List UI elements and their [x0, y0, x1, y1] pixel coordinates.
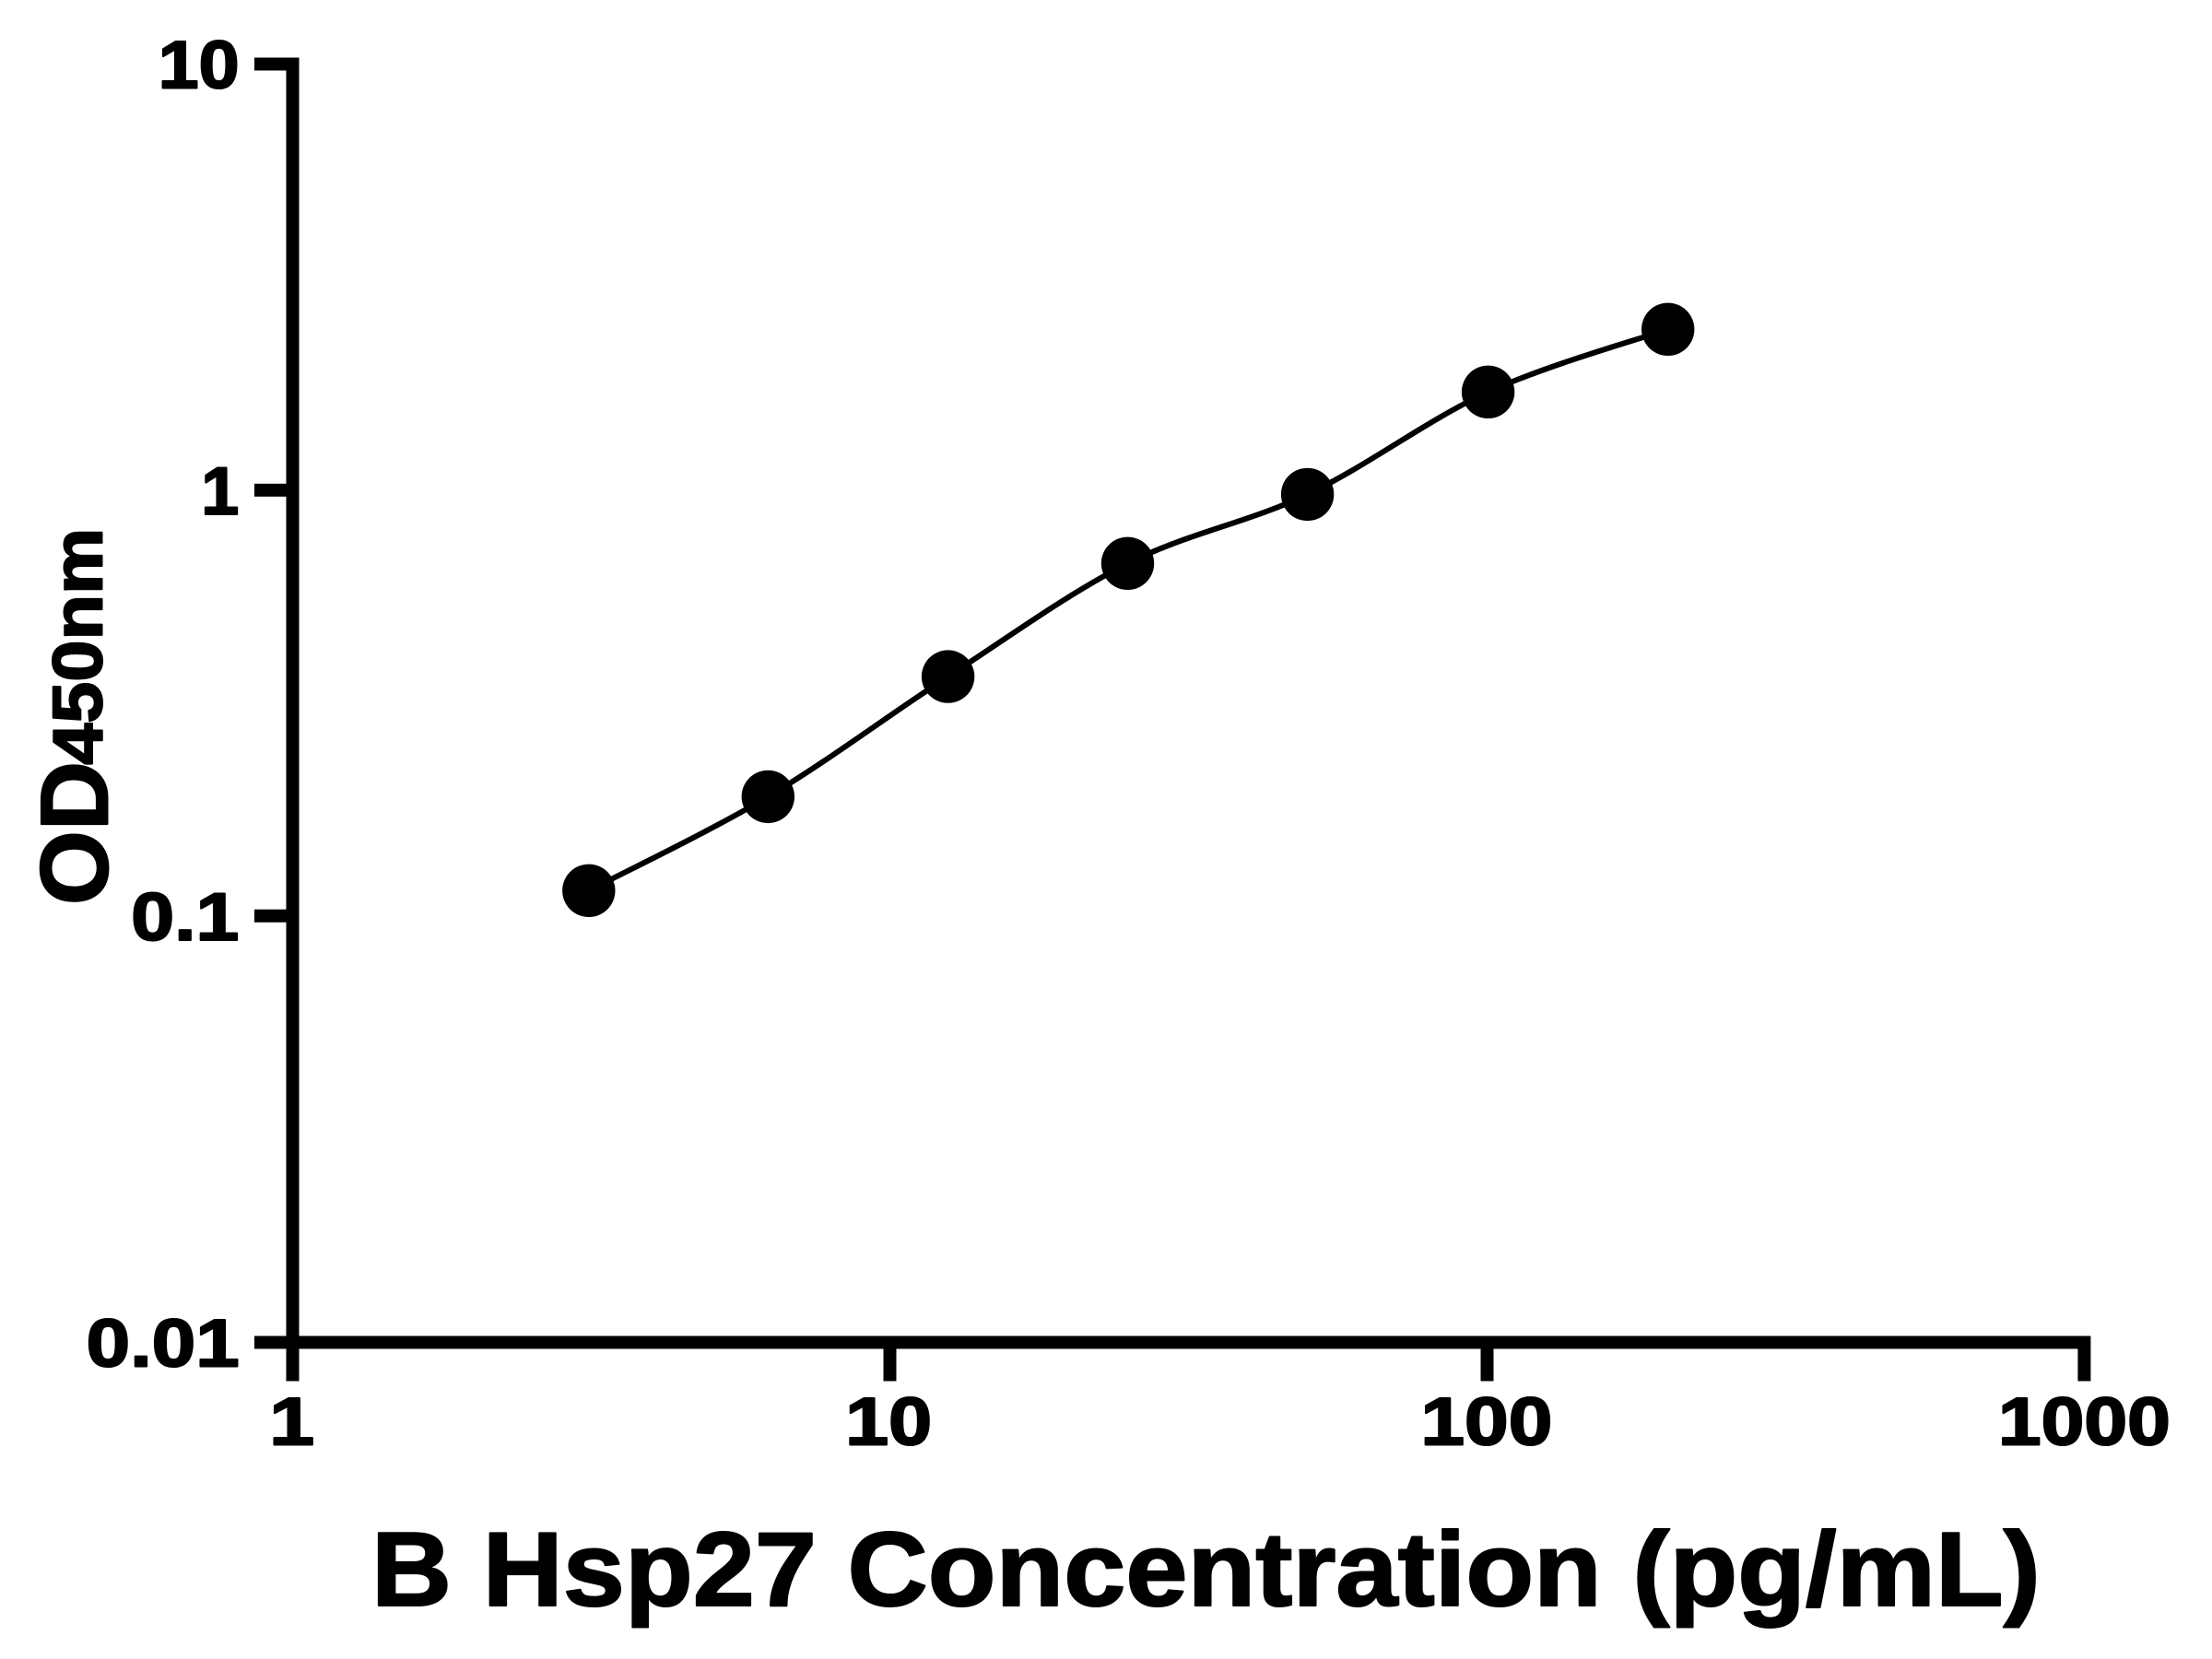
- svg-text:0.1: 0.1: [131, 880, 239, 955]
- svg-text:1: 1: [201, 454, 239, 529]
- svg-text:OD450nm: OD450nm: [21, 528, 128, 905]
- svg-text:100: 100: [1420, 1385, 1552, 1460]
- svg-text:B Hsp27 Concentration (pg/mL): B Hsp27 Concentration (pg/mL): [371, 1511, 2041, 1629]
- svg-text:10: 10: [159, 29, 240, 103]
- svg-text:1000: 1000: [1998, 1385, 2171, 1460]
- svg-text:10: 10: [845, 1385, 932, 1460]
- svg-text:1: 1: [269, 1385, 314, 1460]
- svg-text:0.01: 0.01: [87, 1307, 240, 1382]
